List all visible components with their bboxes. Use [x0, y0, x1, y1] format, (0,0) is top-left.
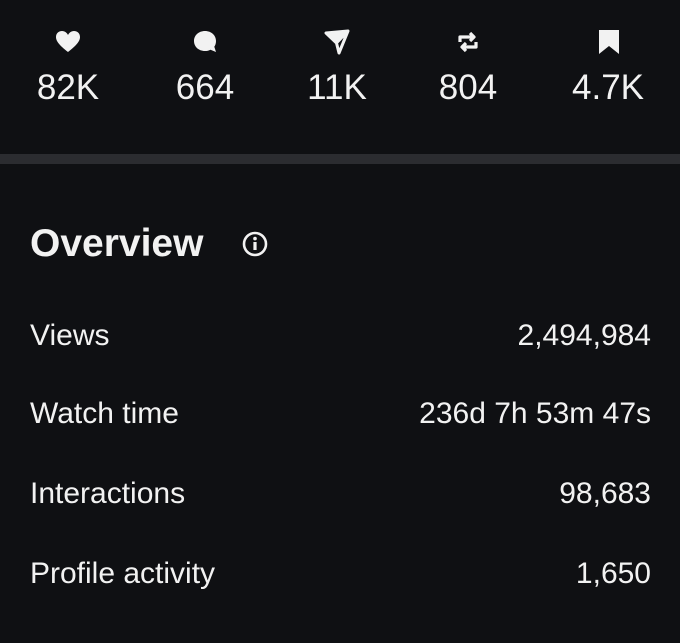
save-count: 4.7K: [572, 68, 644, 107]
section-title: Overview: [30, 222, 204, 265]
metric-value: 98,683: [559, 477, 651, 510]
comment-count: 664: [175, 68, 235, 107]
save-icon[interactable]: [597, 28, 621, 56]
metric-label: Watch time: [30, 397, 179, 430]
metric-value: 236d 7h 53m 47s: [419, 397, 651, 430]
repost-count: 804: [438, 68, 498, 107]
metric-label: Views: [30, 319, 110, 352]
share-count: 11K: [307, 68, 367, 107]
repost-icon[interactable]: [455, 28, 481, 56]
metric-value: 2,494,984: [517, 319, 651, 352]
metric-label: Profile activity: [30, 557, 216, 590]
like-count: 82K: [36, 68, 100, 107]
info-icon[interactable]: [241, 230, 269, 258]
share-icon[interactable]: [324, 28, 350, 56]
metric-label: Interactions: [30, 477, 186, 510]
comment-icon[interactable]: [192, 28, 218, 56]
like-icon[interactable]: [55, 28, 81, 56]
divider: [0, 154, 680, 164]
metric-value: 1,650: [575, 557, 651, 590]
